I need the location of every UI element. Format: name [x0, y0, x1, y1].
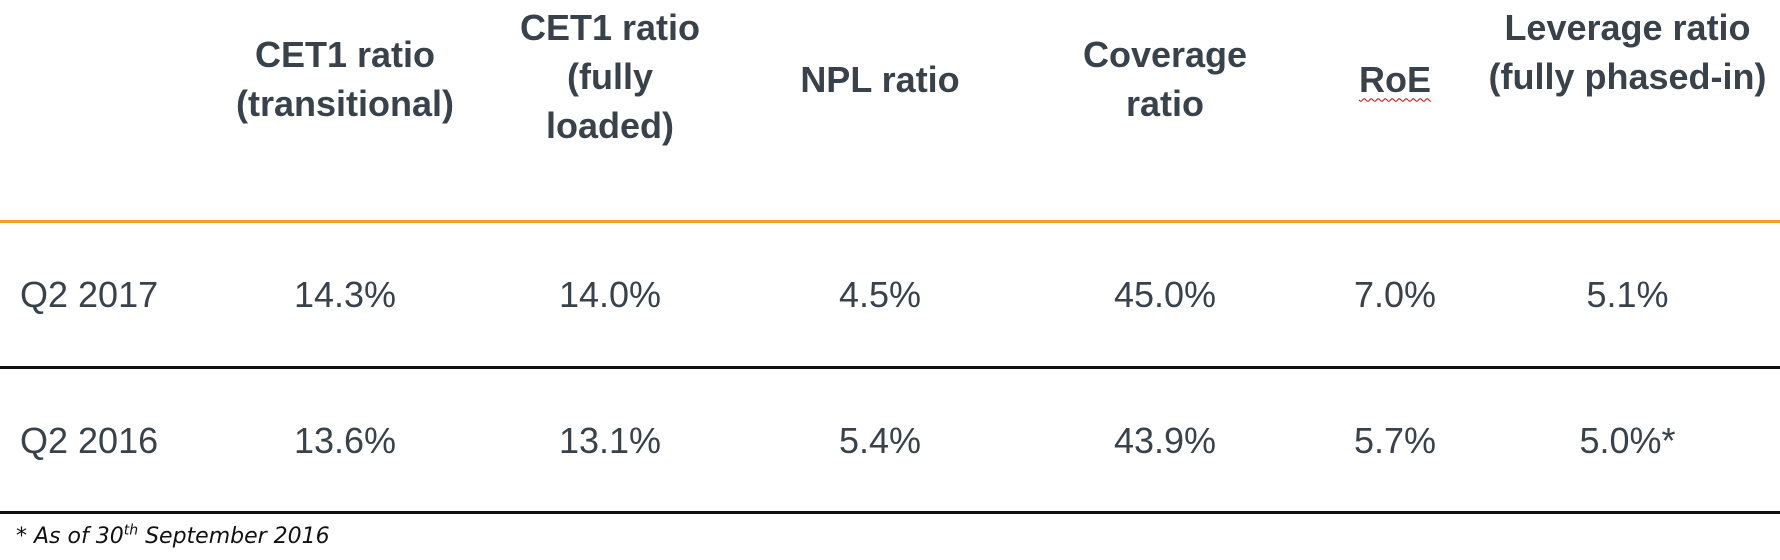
cell-coverage-ratio: 45.0% — [1113, 273, 1217, 315]
footnote-suffix: September 2016 — [138, 524, 330, 549]
footnote-superscript: th — [123, 522, 139, 539]
cell-cet1-transitional: 13.6% — [293, 419, 397, 461]
row-label: Q2 2016 — [20, 419, 159, 461]
cell-npl-ratio: 5.4% — [838, 419, 922, 461]
cell-roe: 7.0% — [1353, 273, 1437, 315]
footnote: * As of 30th September 2016 — [16, 524, 330, 549]
table-header-row: CET1 ratio (transitional) CET1 ratio (fu… — [0, 0, 1780, 220]
header-cet1-transitional: CET1 ratio (transitional) — [235, 34, 454, 124]
table-row-q2-2017: Q2 2017 14.3% 14.0% 4.5% 45.0% 7.0% 5.1% — [0, 223, 1780, 366]
cell-cet1-transitional: 14.3% — [293, 273, 397, 315]
header-roe-label: RoE — [1359, 58, 1431, 100]
cell-leverage-ratio: 5.0%* — [1579, 419, 1676, 461]
row-divider-2 — [0, 511, 1780, 514]
row-divider-1 — [0, 366, 1780, 369]
cell-cet1-fully-loaded: 14.0% — [558, 273, 662, 315]
cell-cet1-fully-loaded: 13.1% — [558, 419, 662, 461]
header-npl-ratio: NPL ratio — [800, 58, 960, 100]
cell-leverage-ratio: 5.1% — [1586, 273, 1669, 315]
footnote-prefix: * As of 30 — [16, 524, 124, 549]
header-roe: RoE — [1305, 0, 1485, 158]
header-leverage-ratio: Leverage ratio (fully phased-in) — [1488, 7, 1767, 97]
cell-npl-ratio: 4.5% — [838, 273, 922, 315]
row-label: Q2 2017 — [20, 273, 159, 315]
header-cet1-fully-loaded: CET1 ratio (fully loaded) — [519, 7, 701, 146]
header-coverage-ratio: Coverage ratio — [1082, 34, 1248, 124]
cell-coverage-ratio: 43.9% — [1113, 419, 1217, 461]
table-row-q2-2016: Q2 2016 13.6% 13.1% 5.4% 43.9% 5.7% 5.0%… — [0, 369, 1780, 512]
cell-roe: 5.7% — [1353, 419, 1437, 461]
header-divider-orange — [0, 220, 1780, 223]
